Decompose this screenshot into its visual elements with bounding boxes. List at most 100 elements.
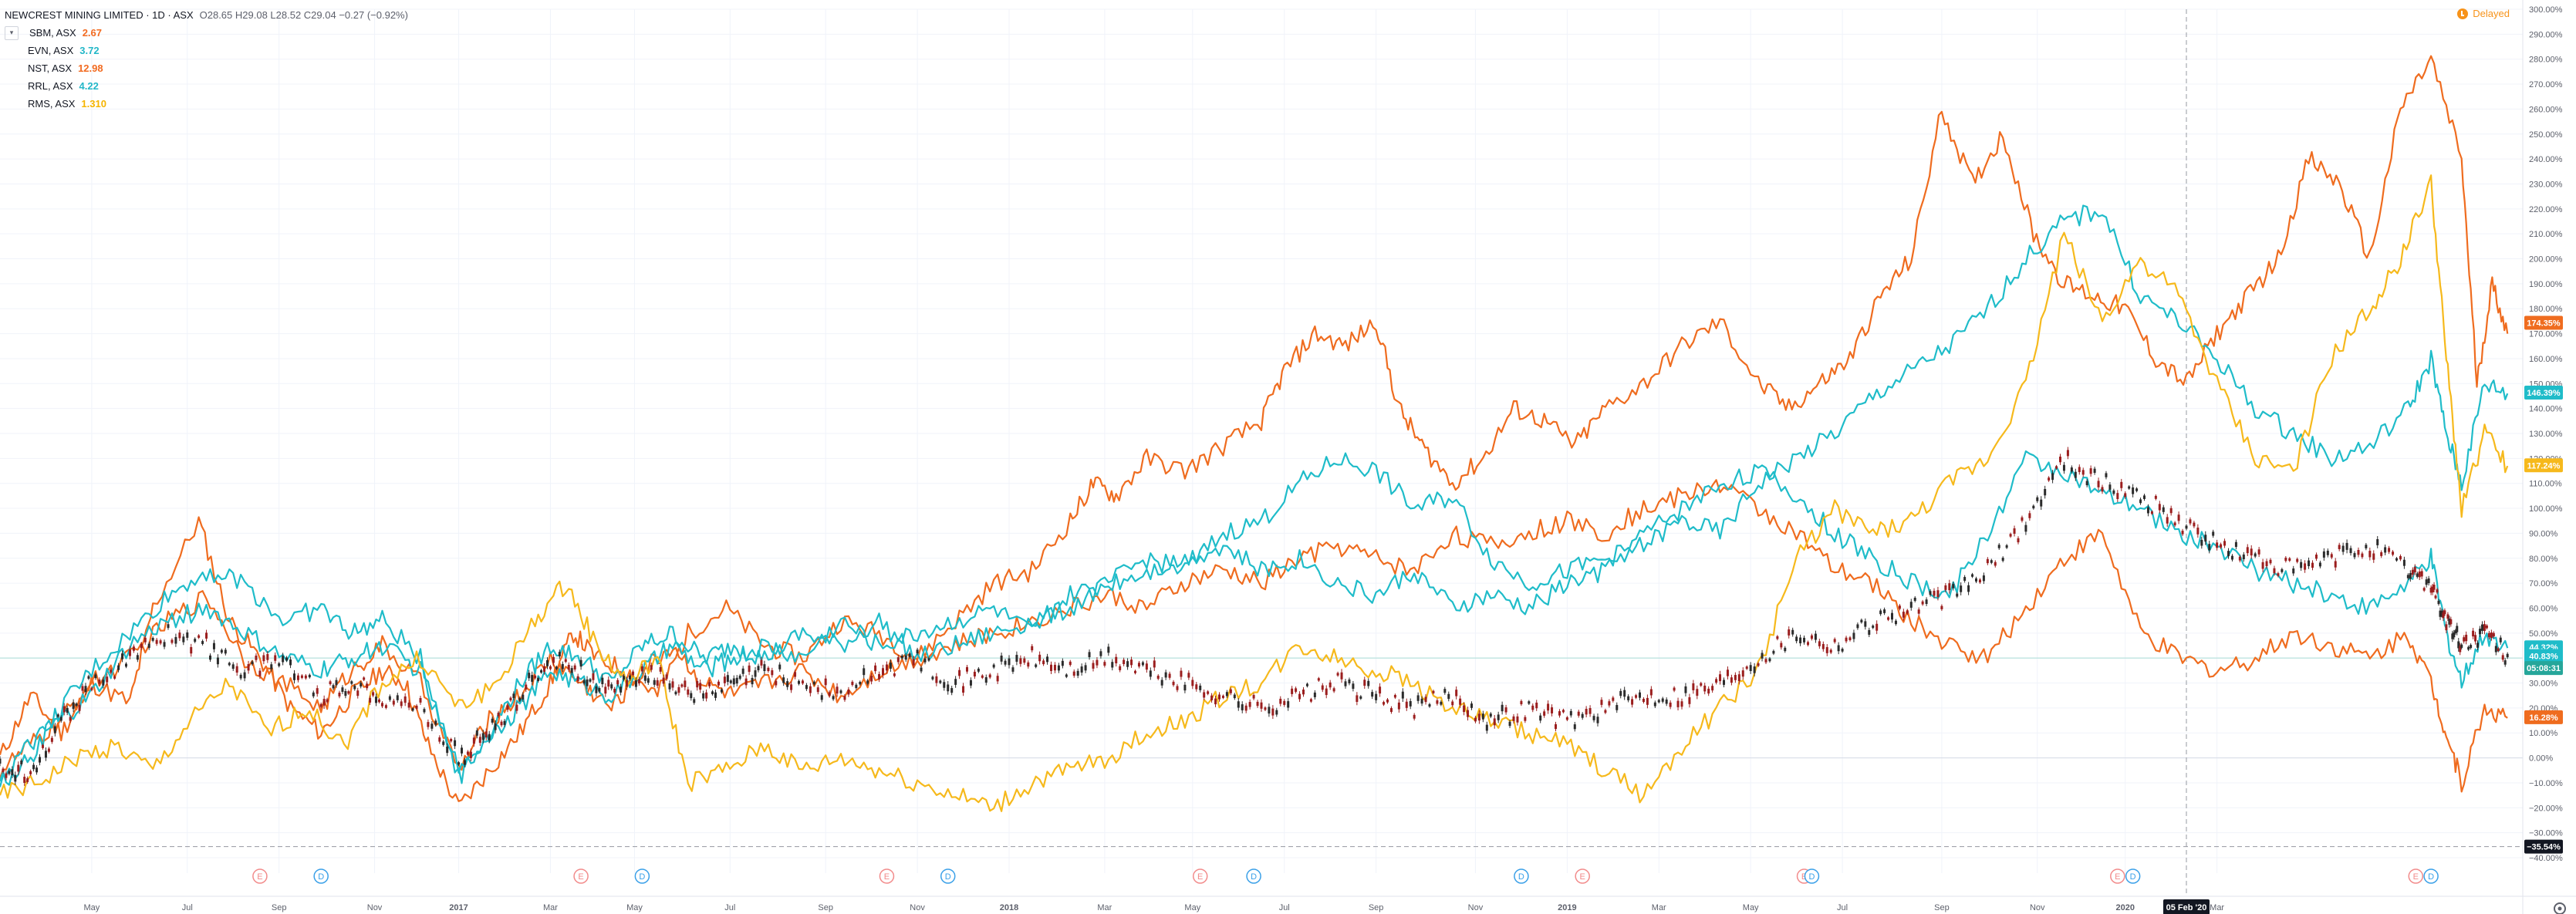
candle-body — [136, 655, 139, 660]
candle-body — [2420, 571, 2423, 577]
candle-body — [2101, 487, 2104, 492]
candle-body — [705, 692, 708, 699]
candle-body — [1072, 671, 1075, 676]
candle-body — [2220, 544, 2223, 548]
y-tick-label: 240.00% — [2529, 155, 2563, 164]
candle-body — [2281, 568, 2284, 572]
candle-body — [1833, 639, 1836, 642]
candle-body — [1123, 659, 1126, 665]
candle-body — [1176, 686, 1179, 690]
legend-item[interactable]: RRL, ASX 4.22 — [5, 77, 408, 95]
y-tick-label: −10.00% — [2529, 779, 2563, 788]
candle-body — [178, 632, 181, 639]
candle-body — [870, 676, 873, 682]
collapse-icon[interactable]: ▾ — [5, 25, 19, 40]
candle-body — [1669, 702, 1672, 707]
candle-body — [8, 771, 11, 774]
candle-body — [472, 737, 475, 744]
candle-body — [2070, 467, 2073, 472]
candle-body — [558, 652, 561, 657]
candle-body — [1623, 690, 1626, 697]
candle-body — [1264, 707, 1267, 710]
candle-body — [595, 686, 598, 693]
legend-value: 3.72 — [79, 45, 100, 56]
candle-body — [1470, 703, 1473, 708]
legend-item[interactable]: ▾ SBM, ASX 2.67 — [5, 24, 408, 42]
candle-body — [1772, 650, 1775, 654]
candle-body — [2368, 551, 2372, 558]
gear-icon-center — [2557, 906, 2562, 911]
candle-body — [1359, 696, 1362, 699]
candle-body — [2318, 562, 2321, 567]
y-tick-label: 210.00% — [2529, 230, 2563, 239]
ohlc-values: O28.65 H29.08 L28.52 C29.04 −0.27 (−0.92… — [199, 9, 408, 21]
candle-body — [1389, 708, 1393, 712]
candle-body — [1440, 701, 1443, 705]
candle-body — [2434, 595, 2437, 599]
candle-body — [923, 658, 927, 663]
dividend-marker — [1514, 868, 1529, 884]
candle-body — [469, 751, 472, 758]
candle-body — [2062, 464, 2065, 471]
dividend-marker — [2125, 868, 2141, 884]
legend-item[interactable]: RMS, ASX 1.310 — [5, 95, 408, 113]
series-line — [0, 204, 2509, 786]
price-axis[interactable]: 300.00% 290.00% 280.00% 270.00% 260.00% 250.0… — [2522, 0, 2563, 914]
event-label: D — [1518, 872, 1524, 882]
candle-body — [2108, 484, 2112, 490]
candle-body — [677, 686, 680, 693]
candle-body — [2372, 553, 2375, 560]
candle-body — [258, 670, 262, 676]
candle-body — [809, 686, 812, 693]
candle-body — [889, 663, 892, 669]
candle-body — [2032, 505, 2035, 509]
candle-body — [1872, 626, 1875, 629]
y-tick-label: 0.00% — [2529, 754, 2553, 764]
candle-body — [319, 703, 322, 707]
symbol-title: NEWCREST MINING LIMITED · 1D · ASX — [5, 9, 194, 21]
candle-body — [1551, 707, 1554, 713]
candle-body — [1260, 702, 1263, 709]
candle-body — [1340, 672, 1343, 680]
candle-body — [824, 678, 827, 686]
candle-body — [1936, 590, 1940, 598]
candle-body — [423, 709, 426, 713]
candle-body — [1168, 673, 1171, 678]
candle-body — [1283, 700, 1286, 705]
candle-body — [1592, 716, 1595, 720]
candle-body — [1807, 642, 1809, 646]
candle-body — [1489, 713, 1492, 717]
candle-body — [2200, 539, 2203, 546]
candle-body — [1295, 688, 1298, 692]
event-label: D — [1808, 872, 1815, 882]
candle-body — [338, 693, 341, 696]
candle-body — [2296, 558, 2299, 562]
candle-body — [403, 696, 407, 703]
x-tick-label: Jul — [724, 903, 735, 912]
candle-body — [2446, 614, 2449, 619]
time-axis[interactable]: May Jul Sep Nov 2017 Mar May Jul Sep Nov 2018 Mar Ma… — [0, 895, 2576, 914]
candle-body — [1145, 663, 1148, 670]
delayed-indicator[interactable]: Delayed — [2457, 8, 2510, 19]
earnings-marker — [2408, 868, 2424, 884]
legend-item[interactable]: EVN, ASX 3.72 — [5, 42, 408, 59]
candle-body — [1119, 666, 1122, 670]
candle-body — [2150, 511, 2153, 514]
legend-item[interactable]: NST, ASX 12.98 — [5, 59, 408, 77]
candle-body — [380, 703, 383, 707]
y-tick-label: 280.00% — [2529, 56, 2563, 65]
candle-body — [296, 675, 299, 680]
candle-body — [2490, 632, 2493, 639]
candle-body — [2208, 544, 2211, 551]
candle-body — [2261, 562, 2264, 569]
candle-body — [2273, 568, 2276, 574]
candle-body — [1780, 642, 1783, 648]
candle-body — [2009, 534, 2012, 537]
candle-body — [81, 686, 84, 691]
candle-body — [592, 673, 595, 680]
candle-body — [613, 688, 616, 693]
candle-body — [1569, 710, 1572, 716]
candle-body — [1126, 661, 1129, 667]
candle-body — [1818, 641, 1821, 646]
